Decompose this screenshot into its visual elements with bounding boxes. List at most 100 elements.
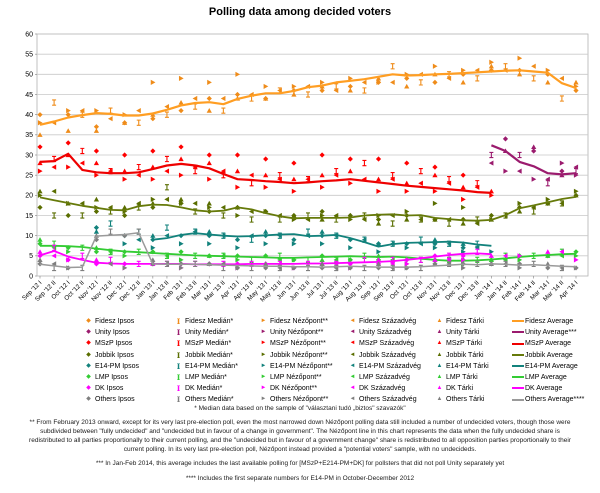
legend-label: Jobbik Századvég bbox=[359, 351, 416, 359]
tri-right-marker-icon: ► bbox=[260, 340, 267, 347]
series-fidesz-median bbox=[52, 63, 564, 126]
legend-label: Jobbik Tárki bbox=[446, 351, 484, 359]
legend-item-e14pm-tarki: ▲ E14-PM Tárki bbox=[433, 361, 512, 372]
legend-label: MSzP Medián* bbox=[185, 340, 232, 348]
legend-label: Unity Századvég bbox=[359, 329, 412, 337]
average-line-swatch bbox=[512, 352, 525, 359]
tri-left-marker-icon: ◄ bbox=[349, 362, 356, 369]
legend-label: DK Average bbox=[525, 385, 563, 393]
series-jobbik-szazadveg bbox=[51, 188, 564, 227]
tri-left-marker-icon: ◄ bbox=[349, 385, 356, 392]
svg-text:10: 10 bbox=[25, 233, 33, 240]
legend-label: Unity Tárki bbox=[446, 329, 480, 337]
ibeam-marker-icon: I bbox=[176, 317, 181, 327]
svg-text:50: 50 bbox=[25, 72, 33, 79]
legend-item-dk-median: I DK Medián* bbox=[172, 383, 257, 394]
svg-text:40: 40 bbox=[25, 112, 33, 119]
legend-label: LMP Average bbox=[525, 374, 567, 382]
diamond-marker-icon: ◆ bbox=[86, 396, 91, 403]
legend-item-dk-nezopont: ► DK Nézőpont** bbox=[257, 383, 346, 394]
tri-left-marker-icon: ◄ bbox=[349, 329, 356, 336]
legend-item-others-tarki: ▲ Others Tárki bbox=[433, 394, 512, 405]
legend-label: DK Ipsos bbox=[95, 385, 124, 393]
legend-label: MSzP Average bbox=[525, 340, 572, 348]
legend-label: LMP Századvég bbox=[359, 374, 410, 382]
tri-up-marker-icon: ▲ bbox=[436, 318, 443, 325]
legend-label: DK Századvég bbox=[359, 385, 406, 393]
legend-label: MSzP Századvég bbox=[359, 340, 415, 348]
legend-label: Jobbik Nézőpont** bbox=[270, 351, 328, 359]
legend-item-e14pm-median: I E14-PM Medián* bbox=[172, 361, 257, 372]
legend-item-unity-nezopont: ► Unity Nézőpont** bbox=[257, 327, 346, 338]
legend-label: Fidesz Medián* bbox=[185, 318, 234, 326]
legend-label: LMP Ipsos bbox=[95, 374, 128, 382]
tri-up-marker-icon: ▲ bbox=[436, 385, 443, 392]
legend-item-dk-average: DK Average bbox=[512, 383, 600, 394]
svg-text:55: 55 bbox=[25, 52, 33, 59]
diamond-marker-icon: ◆ bbox=[86, 385, 91, 392]
tri-left-marker-icon: ◄ bbox=[349, 351, 356, 358]
legend-label: Fidesz Ipsos bbox=[95, 318, 135, 326]
series-lmp bbox=[37, 237, 579, 267]
legend-item-jobbik-median: I Jobbik Medián* bbox=[172, 350, 257, 361]
tri-right-marker-icon: ► bbox=[260, 329, 267, 336]
ibeam-marker-icon: I bbox=[176, 328, 181, 338]
legend-item-lmp-szazadveg: ◄ LMP Századvég bbox=[346, 372, 433, 383]
tri-up-marker-icon: ▲ bbox=[436, 340, 443, 347]
legend-item-unity-median: I Unity Medián* bbox=[172, 327, 257, 338]
diamond-marker-icon: ◆ bbox=[86, 340, 91, 347]
legend-label: MSzP Tárki bbox=[446, 340, 482, 348]
diamond-marker-icon: ◆ bbox=[86, 318, 91, 325]
tri-left-marker-icon: ◄ bbox=[349, 396, 356, 403]
legend-label: E14-PM Ipsos bbox=[95, 362, 139, 370]
legend-item-unity-tarki: ▲ Unity Tárki bbox=[433, 327, 512, 338]
legend-item-fidesz-szazadveg: ◄ Fidesz Századvég bbox=[346, 316, 433, 327]
footnote-nezopont: ** From February 2013 onward, except for… bbox=[29, 419, 571, 454]
tri-up-marker-icon: ▲ bbox=[436, 351, 443, 358]
legend-label: MSzP Ipsos bbox=[95, 340, 133, 348]
tri-right-marker-icon: ► bbox=[260, 318, 267, 325]
chart-title: Polling data among decided voters bbox=[208, 6, 392, 18]
legend-label: Others Nézőpont** bbox=[270, 396, 329, 404]
legend-item-unity-average: Unity Average*** bbox=[512, 327, 600, 338]
legend-item-mszp-ipsos: ◆ MSzP Ipsos bbox=[82, 338, 172, 349]
footnote-unity-average: *** In Jan-Feb 2014, this average includ… bbox=[95, 460, 505, 468]
legend-item-others-szazadveg: ◄ Others Századvég bbox=[346, 394, 433, 405]
svg-text:30: 30 bbox=[25, 152, 33, 159]
average-line-swatch bbox=[512, 340, 525, 347]
legend-item-e14pm-ipsos: ◆ E14-PM Ipsos bbox=[82, 361, 172, 372]
series-mszp-average-line bbox=[39, 152, 492, 194]
legend-label: E14-PM Nézőpont** bbox=[270, 362, 333, 370]
svg-text:20: 20 bbox=[25, 193, 33, 200]
legend-item-fidesz-ipsos: ◆ Fidesz Ipsos bbox=[82, 316, 172, 327]
ibeam-marker-icon: I bbox=[176, 339, 181, 349]
ibeam-marker-icon: I bbox=[176, 350, 181, 360]
series-mszp-szazadveg bbox=[51, 160, 480, 190]
legend-item-others-median: I Others Medián* bbox=[172, 394, 257, 405]
legend-label: LMP Medián* bbox=[185, 374, 227, 382]
legend-label: Jobbik Average bbox=[525, 351, 573, 359]
legend-item-jobbik-ipsos: ◆ Jobbik Ipsos bbox=[82, 350, 172, 361]
legend-label: Fidesz Average bbox=[525, 318, 574, 326]
svg-text:15: 15 bbox=[25, 213, 33, 220]
legend: ◆ Fidesz Ipsos I Fidesz Medián* ► Fidesz Néző… bbox=[82, 316, 600, 406]
legend-item-lmp-tarki: ▲ LMP Tárki bbox=[433, 372, 512, 383]
legend-item-mszp-tarki: ▲ MSzP Tárki bbox=[433, 338, 512, 349]
legend-item-dk-szazadveg: ◄ DK Századvég bbox=[346, 383, 433, 394]
diamond-marker-icon: ◆ bbox=[86, 351, 91, 358]
legend-item-mszp-nezopont: ► MSzP Nézőpont** bbox=[257, 338, 346, 349]
legend-item-mszp-average: MSzP Average bbox=[512, 338, 600, 349]
series-fidesz-szazadveg bbox=[51, 63, 564, 126]
series-e14pm-average-line bbox=[152, 232, 492, 248]
legend-label: Fidesz Nézőpont** bbox=[270, 318, 328, 326]
tri-right-marker-icon: ► bbox=[260, 385, 267, 392]
average-line-swatch bbox=[512, 385, 525, 392]
legend-label: E14-PM Average bbox=[525, 362, 578, 370]
legend-item-jobbik-nezopont: ► Jobbik Nézőpont** bbox=[257, 350, 346, 361]
svg-text:5: 5 bbox=[29, 253, 33, 260]
series-fidesz-tarki bbox=[37, 63, 579, 137]
legend-label: Jobbik Medián* bbox=[185, 351, 233, 359]
diamond-marker-icon: ◆ bbox=[86, 329, 91, 336]
legend-label: Unity Medián* bbox=[185, 329, 229, 337]
